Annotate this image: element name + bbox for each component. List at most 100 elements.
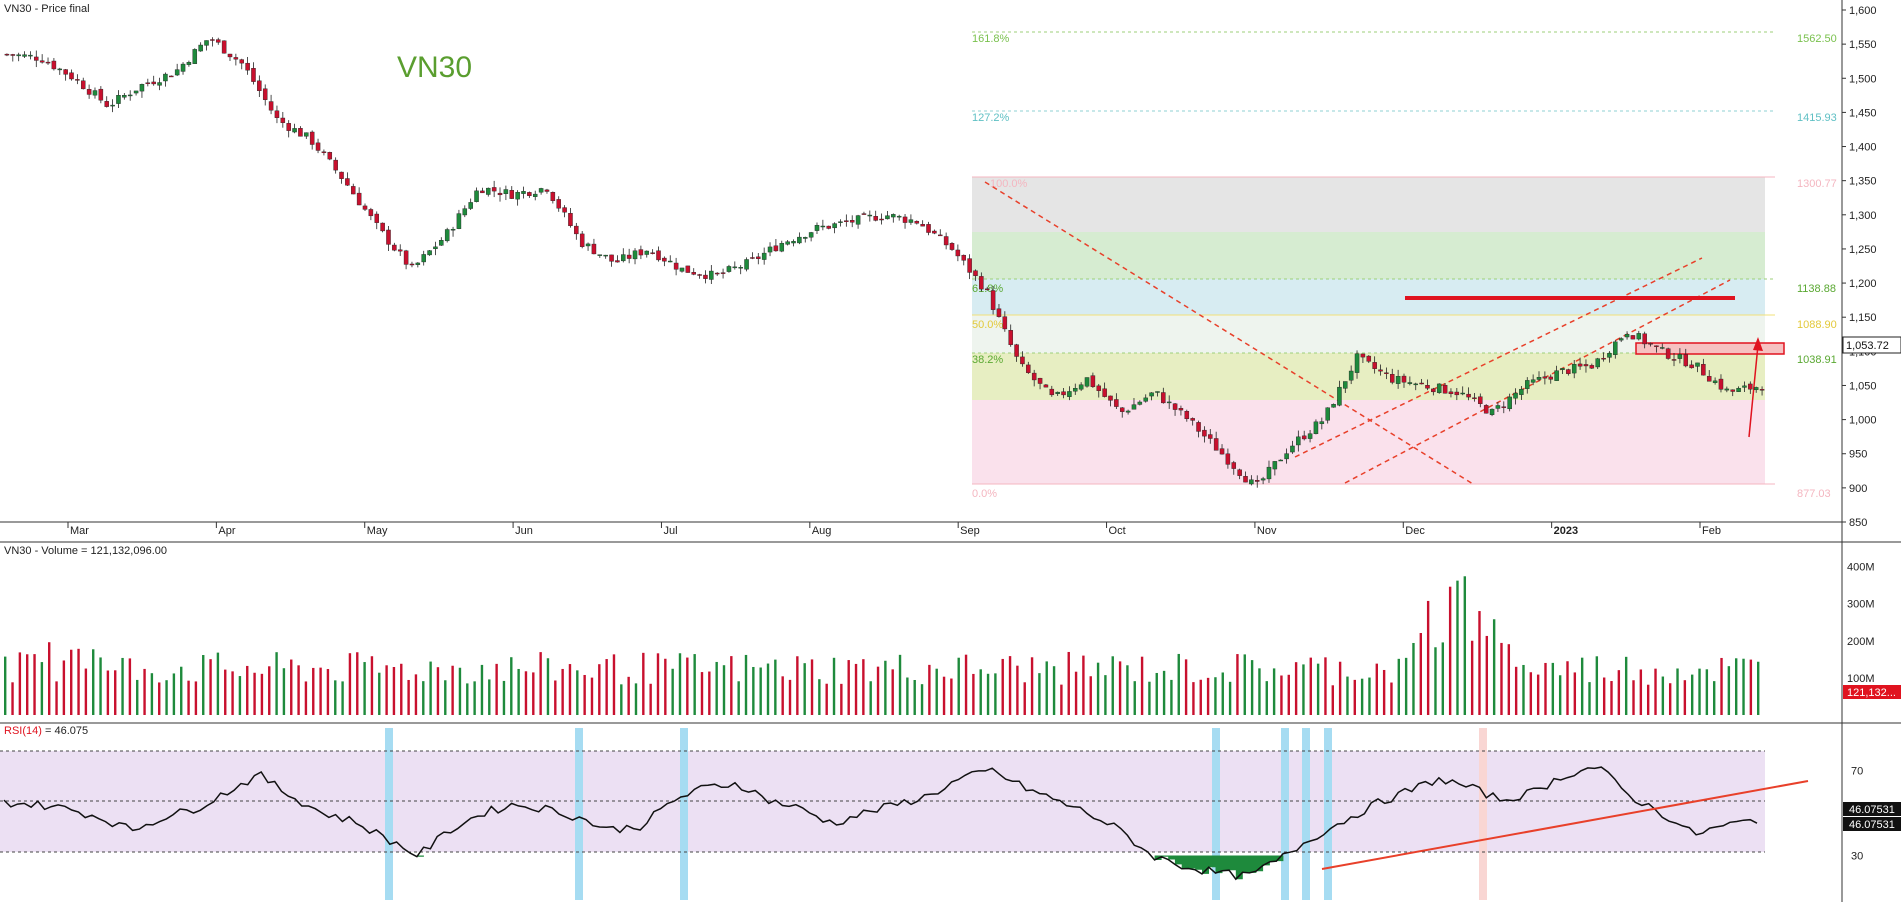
price-tick-label: 850 (1849, 517, 1867, 529)
candle-body (69, 72, 74, 80)
candle-body (1407, 382, 1413, 384)
candle-body (1331, 403, 1336, 408)
candle-body (45, 61, 51, 64)
candle-body (392, 244, 397, 251)
volume-bar (356, 652, 359, 715)
volume-bar (473, 681, 476, 715)
candle-body (145, 82, 151, 84)
candle-body (1137, 401, 1143, 405)
candle-body (80, 80, 86, 90)
price-tick-label: 1,000 (1849, 415, 1877, 427)
candle-body (227, 53, 233, 58)
volume-bar (40, 662, 44, 715)
volume-bar (935, 668, 938, 715)
volume-bar (1514, 666, 1518, 715)
candle-body (943, 236, 949, 246)
volume-bar (1419, 633, 1423, 715)
volume-bar (1500, 642, 1503, 715)
candle-body (1172, 403, 1178, 410)
volume-bar (92, 649, 95, 715)
candle-body (1712, 380, 1718, 383)
price-tick-label: 1,400 (1849, 142, 1877, 154)
volume-bar (730, 656, 733, 715)
candle-body (34, 56, 39, 61)
candle-body (667, 260, 673, 263)
candle-body (4, 53, 10, 56)
volume-bar (1177, 653, 1180, 715)
last-price-label: 1,053.72 (1846, 340, 1889, 352)
candle-body (1096, 385, 1102, 391)
price-tick-label: 900 (1849, 483, 1867, 495)
candle-body (709, 270, 714, 280)
volume-bar (143, 668, 146, 715)
volume-bar (1353, 679, 1356, 715)
volume-bar (1661, 676, 1665, 715)
candle-body (1677, 354, 1683, 359)
candle-body (1014, 344, 1019, 357)
volume-bar (1690, 674, 1694, 715)
volume-bar (246, 665, 249, 715)
candle-body (304, 132, 309, 137)
candle-body (597, 254, 603, 256)
candle-body (1724, 388, 1730, 391)
volume-bar (796, 656, 799, 715)
candle-body (351, 186, 356, 195)
candle-body (397, 249, 403, 252)
candle-body (1442, 384, 1448, 394)
price-tick-label: 1,200 (1849, 278, 1877, 290)
volume-last-label: 121,132... (1847, 687, 1896, 699)
volume-bar (832, 657, 836, 715)
candle-body (1161, 392, 1166, 404)
volume-bar (986, 673, 990, 715)
candle-body (1536, 377, 1542, 380)
volume-bar (407, 679, 410, 715)
volume-bar (678, 653, 682, 715)
candle-body (456, 213, 462, 229)
candle-body (938, 234, 943, 237)
rsi-tick-label: 30 (1851, 851, 1863, 863)
volume-bar (1617, 670, 1621, 715)
volume-bar (803, 663, 806, 715)
candle-body (1425, 385, 1430, 389)
volume-bar (781, 676, 784, 715)
candle-body (1260, 478, 1266, 481)
candle-body (1753, 387, 1759, 391)
candle-body (1636, 333, 1642, 340)
candle-body (1084, 377, 1090, 387)
candle-body (362, 205, 368, 210)
volume-bar (99, 657, 102, 715)
candle-body (1566, 369, 1571, 374)
volume-bar (1331, 685, 1334, 715)
price-tick-label: 1,300 (1849, 210, 1877, 222)
volume-bar (1170, 679, 1173, 715)
month-tick-label: Sep (960, 525, 980, 537)
candle-body (86, 89, 92, 95)
rsi-marker (1479, 728, 1487, 900)
price-tick-label: 1,050 (1849, 380, 1877, 392)
candle-body (1454, 391, 1460, 396)
candle-body (298, 128, 303, 137)
volume-tick-label: 300M (1847, 599, 1875, 611)
candle-body (1043, 384, 1049, 388)
volume-last-box (1843, 685, 1901, 699)
volume-bar (48, 642, 51, 715)
volume-bar (238, 676, 242, 715)
candle-body (773, 245, 779, 252)
candle-body (403, 250, 409, 265)
candle-body (251, 68, 256, 82)
candle-body (339, 171, 344, 179)
candle-body (427, 250, 432, 256)
volume-bar (1412, 642, 1415, 715)
candle-body (891, 214, 896, 218)
volume-bar (1558, 675, 1562, 715)
candle-body (844, 220, 849, 222)
candle-body (415, 262, 421, 265)
candle-body (1689, 364, 1694, 369)
volume-bar (1199, 679, 1202, 715)
candle-body (116, 95, 121, 104)
volume-bar (1309, 657, 1312, 715)
volume-bar (532, 672, 535, 715)
candle-body (1119, 407, 1125, 412)
volume-bar (70, 649, 73, 715)
candle-body (163, 73, 168, 82)
